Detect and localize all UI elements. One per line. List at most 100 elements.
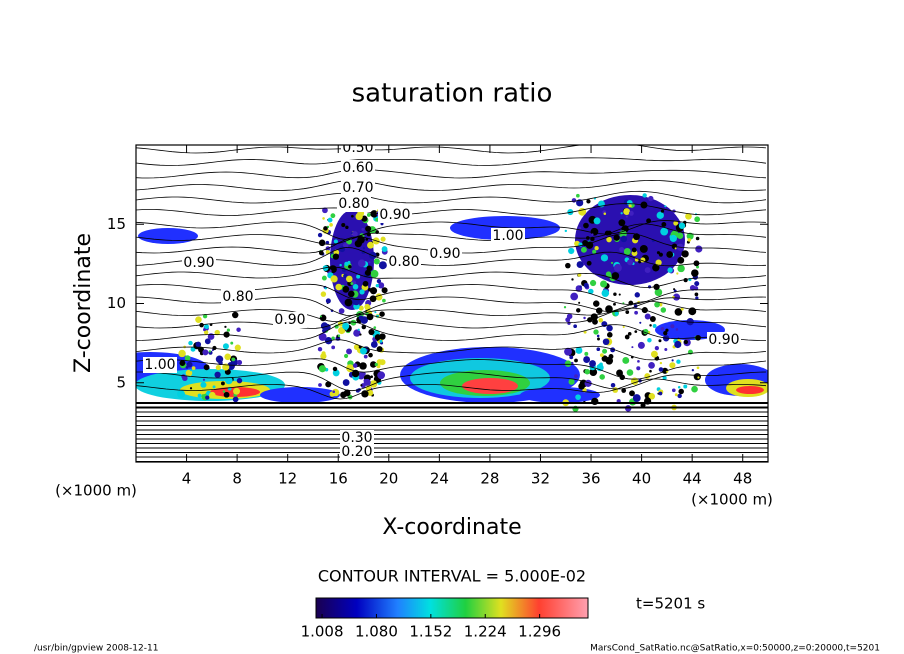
field-speckle — [362, 280, 369, 287]
field-speckle — [607, 332, 613, 338]
contour-line — [136, 145, 767, 154]
field-speckle — [360, 316, 369, 324]
field-speckle — [680, 307, 684, 311]
field-speckle — [658, 252, 663, 257]
field-speckle — [342, 379, 350, 386]
y-axis-label: Z-coordinate — [71, 233, 96, 373]
field-speckle — [588, 288, 594, 295]
field-speckle — [189, 369, 192, 372]
field-speckle — [185, 366, 189, 369]
field-speckle — [325, 298, 331, 304]
field-speckle — [648, 393, 656, 400]
field-speckle — [659, 361, 663, 365]
field-speckle — [367, 241, 374, 249]
field-speckle — [375, 283, 380, 288]
contour-line — [136, 157, 767, 166]
field-speckle — [317, 232, 323, 238]
field-speckle — [214, 329, 220, 336]
field-speckle — [224, 325, 227, 328]
field-speckle — [616, 369, 623, 377]
field-speckle — [652, 324, 657, 328]
contour-line — [136, 223, 767, 245]
field-speckle — [178, 349, 186, 358]
colorbar-tick-label: 1.152 — [409, 623, 452, 641]
field-speckle — [212, 385, 216, 389]
field-speckle — [637, 360, 640, 363]
field-speckle — [375, 217, 379, 222]
field-speckle — [677, 256, 685, 264]
field-speckle — [674, 393, 678, 397]
field: 0.500.600.700.800.900.900.800.900.801.00… — [136, 140, 768, 462]
field-speckle — [318, 250, 324, 256]
field-speckle — [665, 328, 669, 332]
field-speckle — [660, 307, 667, 313]
x-tick-label: 48 — [733, 470, 752, 488]
field-speckle — [236, 359, 243, 366]
field-speckle — [223, 391, 230, 398]
field-speckle — [215, 355, 224, 363]
field-speckle — [355, 212, 363, 221]
field-speckle — [642, 193, 647, 198]
field-speckle — [681, 250, 689, 258]
contour-label-bg — [387, 254, 421, 270]
field-speckle — [575, 346, 583, 354]
field-speckle — [664, 205, 667, 208]
contour-label-bg — [428, 246, 462, 262]
field-speckle — [568, 247, 575, 255]
field-speckle — [331, 214, 335, 218]
field-speckle — [569, 355, 574, 360]
field-speckle — [594, 245, 599, 251]
field-speckle — [589, 279, 597, 287]
contour-line — [136, 301, 767, 323]
field-speckle — [687, 238, 692, 242]
field-speckle — [361, 227, 365, 231]
field-speckle — [344, 261, 349, 266]
field-speckle — [370, 361, 377, 368]
field-speckle — [332, 369, 340, 377]
field-speckle — [627, 259, 634, 266]
field-speckle — [361, 324, 367, 330]
field-speckle — [631, 346, 634, 349]
field-speckle — [350, 319, 357, 326]
contour-label: 0.50 — [342, 140, 373, 156]
field-speckle — [683, 384, 688, 389]
field-speckle — [673, 220, 679, 226]
field-speckle — [663, 331, 668, 336]
field-speckle — [359, 289, 365, 295]
field-speckle — [678, 388, 684, 395]
field-speckle — [621, 388, 627, 393]
field-speckle — [331, 345, 336, 350]
field-speckle — [321, 275, 327, 281]
field-speckle — [365, 237, 369, 241]
field-speckle — [677, 393, 682, 399]
field-speckle — [686, 318, 694, 326]
field-speckle — [598, 317, 604, 323]
field-speckle — [565, 317, 571, 323]
field-speckle — [195, 341, 202, 348]
field-speckle — [647, 337, 652, 343]
field-speckle — [370, 269, 379, 278]
field-speckle — [373, 258, 380, 265]
field-speckle — [226, 328, 230, 332]
field-speckle — [377, 371, 386, 380]
field-speckle — [215, 364, 221, 371]
field-speckle — [605, 305, 613, 313]
x-tick-label: 36 — [581, 470, 600, 488]
field-speckle — [176, 390, 185, 399]
field-speckle — [195, 316, 202, 323]
field-speckle — [205, 395, 210, 400]
field-speckle — [197, 393, 202, 398]
field-speckle — [606, 324, 613, 332]
field-speckle — [696, 265, 700, 269]
field-speckle — [343, 273, 348, 279]
field-speckle — [233, 387, 241, 395]
field-speckle — [325, 381, 332, 388]
field-speckle — [613, 302, 616, 306]
x-tick-label: 32 — [531, 470, 550, 488]
x-tick-label: 24 — [430, 470, 449, 488]
field-speckle — [602, 348, 608, 354]
field-speckle — [695, 245, 703, 253]
field-speckle — [691, 369, 695, 372]
contour-label-bg — [341, 160, 375, 176]
field-speckle — [368, 261, 371, 264]
